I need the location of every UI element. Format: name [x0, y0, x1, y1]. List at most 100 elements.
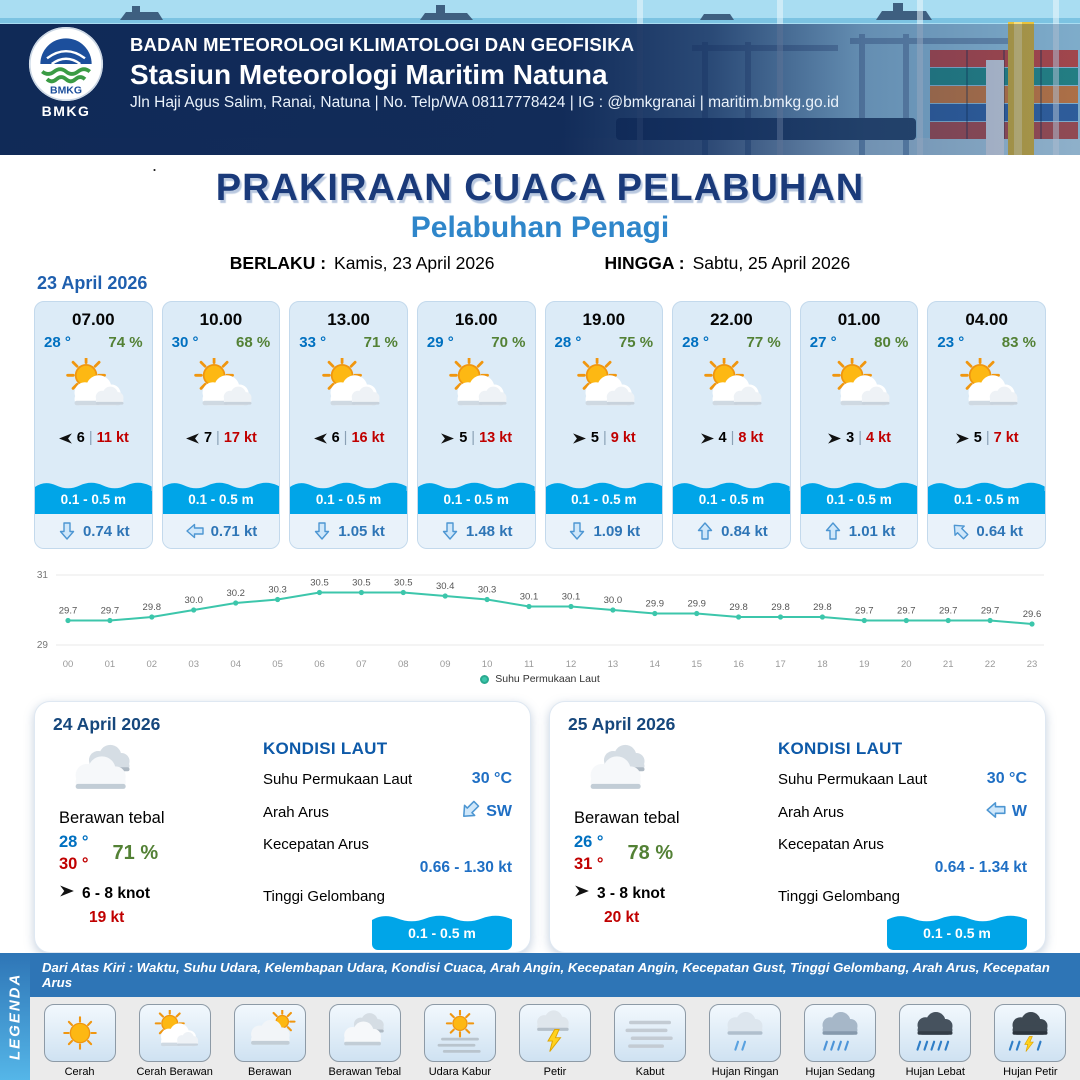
bmkg-logo-label: BMKG	[41, 103, 91, 119]
daily-temps: 26 ° 31 ° 78 %	[574, 833, 770, 874]
current-direction-icon	[567, 521, 587, 541]
divider: |	[985, 430, 990, 446]
wave-row: Tinggi Gelombang	[778, 888, 1027, 905]
svg-text:14: 14	[650, 659, 661, 670]
daily-forecast-card: 24 April 2026 Berawan tebal 28 ° 30 ° 71 % 6 …	[34, 701, 531, 953]
kabut-icon	[614, 1004, 687, 1062]
sst-line-chart: 31 29 29.7 00 29.7 01 29.8 02 30.0 03 30.2 04 30.3 05…	[37, 570, 1044, 670]
wind-direction-icon	[955, 431, 970, 446]
time-label: 22.00	[710, 310, 753, 329]
current-speed-row: Kecepatan Arus	[778, 836, 1027, 853]
legend-label: Hujan Lebat	[905, 1066, 965, 1078]
hourly-cards-row: 07.00 28 ° 74 % 6 | 11 kt 0.1 - 0.5 m 0.74 kt 10…	[34, 301, 1046, 549]
humidity: 68 %	[236, 334, 271, 351]
daily-wind-row: 6 - 8 knot	[59, 883, 255, 904]
cerah-berawan-icon	[138, 1004, 211, 1062]
legend-label: Cerah Berawan	[136, 1066, 213, 1078]
sst-label: Suhu Permukaan Laut	[777, 770, 928, 788]
legend-item: Cerah Berawan	[129, 1004, 220, 1078]
svg-text:09: 09	[440, 659, 451, 670]
air-temp: 28 °	[554, 334, 582, 351]
svg-text:29.7: 29.7	[59, 606, 78, 617]
svg-text:16: 16	[733, 659, 744, 670]
svg-text:00: 00	[63, 659, 74, 670]
header: BMKG BMKG BADAN METEOROLOGI KLIMATOLOGI …	[0, 0, 1080, 155]
time-label: 04.00	[965, 310, 1008, 329]
legend-label: Petir	[543, 1066, 567, 1078]
forecast-date: 23 April 2026	[37, 273, 148, 293]
wave-height-box: 0.1 - 0.5 m	[372, 912, 512, 950]
legend-label: Berawan Tebal	[328, 1066, 402, 1078]
sst-value: 30 °C	[986, 770, 1027, 787]
wind-direction-icon	[572, 431, 587, 446]
legend-label: Hujan Sedang	[805, 1066, 876, 1078]
svg-text:29.7: 29.7	[981, 606, 1000, 617]
port-name: Pelabuhan Penagi	[410, 211, 670, 244]
air-temp: 33 °	[299, 334, 327, 351]
wave-height: 0.1 - 0.5 m	[887, 924, 1027, 950]
humidity: 71 %	[363, 334, 398, 351]
chart-legend: Suhu Permukaan Laut	[28, 673, 1052, 685]
divider: |	[858, 430, 862, 446]
header-overlay	[0, 24, 1080, 155]
gust-speed: 7 kt	[993, 430, 1019, 446]
daily-gust: 19 kt	[89, 909, 125, 926]
current-speed-value: 0.66 - 1.30 kt	[419, 859, 512, 876]
svg-text:18: 18	[817, 659, 828, 670]
current-row: 0.71 kt	[162, 514, 280, 548]
current-row: 1.01 kt	[800, 514, 918, 548]
humidity: 70 %	[491, 334, 526, 351]
weather-icon	[546, 351, 663, 425]
weather-icon	[35, 351, 152, 425]
wind-range: 3 - 8 knot	[597, 884, 666, 902]
daily-weather-column: Berawan tebal 26 ° 31 ° 78 % 3 - 8 knot 20 kt	[568, 737, 770, 950]
humidity: 75 %	[618, 334, 654, 351]
legend-item: Hujan Petir	[985, 1004, 1076, 1078]
sst-label: Suhu Permukaan Laut	[262, 770, 413, 788]
sea-condition-title: KONDISI LAUT	[262, 739, 388, 758]
svg-text:22: 22	[985, 659, 996, 670]
wave-row: Tinggi Gelombang	[263, 888, 512, 905]
wind-range: 6 - 8 knot	[82, 884, 151, 902]
wave-height-box: 0.1 - 0.5 m	[887, 912, 1027, 950]
bmkg-logo: BMKG BMKG	[16, 26, 116, 119]
daily-weather-icon	[574, 737, 770, 807]
wind-row: 5 | 13 kt	[418, 425, 535, 451]
legend-footer: LEGENDA Dari Atas Kiri : Waktu, Suhu Uda…	[0, 953, 1080, 1080]
svg-text:10: 10	[482, 659, 493, 670]
legend-item: Hujan Lebat	[890, 1004, 981, 1078]
wind-speed: 6	[331, 430, 340, 446]
wave-label: Tinggi Gelombang	[262, 888, 385, 905]
air-temp: 28 °	[682, 334, 709, 351]
svg-text:19: 19	[859, 659, 870, 670]
svg-text:30.4: 30.4	[436, 581, 455, 592]
current-direction-icon	[695, 521, 715, 541]
svg-text:15: 15	[691, 659, 702, 670]
legend-items-row: Cerah Cerah Berawan Berawan Berawan Tebal Ud…	[30, 997, 1080, 1080]
daily-date: 24 April 2026	[53, 714, 161, 734]
legend-item: Udara Kabur	[414, 1004, 505, 1078]
wind-speed: 5	[459, 430, 468, 446]
current-speed: 0.84 kt	[721, 522, 768, 540]
hourly-forecast-card: 01.00 27 ° 80 % 3 | 4 kt 0.1 - 0.5 m 1.01 kt	[799, 301, 919, 549]
cerah-icon	[43, 1004, 116, 1062]
valid-until-label: HINGGA :	[604, 253, 685, 273]
wind-speed: 7	[203, 430, 213, 446]
current-speed: 0.74 kt	[82, 522, 130, 540]
current-speed-label: Kecepatan Arus	[262, 836, 369, 853]
wind-row: 4 | 8 kt	[673, 425, 790, 451]
legend-label: Udara Kabur	[428, 1066, 492, 1078]
wave-height-band: 0.1 - 0.5 m	[290, 479, 407, 514]
daily-cards-row: 24 April 2026 Berawan tebal 28 ° 30 ° 71 % 6 …	[34, 701, 1046, 953]
title-block: . PRAKIRAAN CUACA PELABUHAN Pelabuhan Pe…	[0, 155, 1080, 273]
svg-text:29.9: 29.9	[687, 599, 706, 610]
daily-card-body: Berawan tebal 26 ° 31 ° 78 % 3 - 8 knot 20 kt…	[568, 737, 1027, 950]
weather-icon	[928, 351, 1045, 425]
legend-item: Cerah	[34, 1004, 125, 1078]
wave-height-band: 0.1 - 0.5 m	[162, 479, 280, 514]
condition-label: Berawan tebal	[59, 809, 165, 827]
temp-max: 31 °	[574, 855, 604, 873]
current-direction-icon	[459, 799, 481, 825]
current-direction-label: Arah Arus	[262, 803, 329, 821]
wave-height-band: 0.1 - 0.5 m	[928, 479, 1045, 514]
